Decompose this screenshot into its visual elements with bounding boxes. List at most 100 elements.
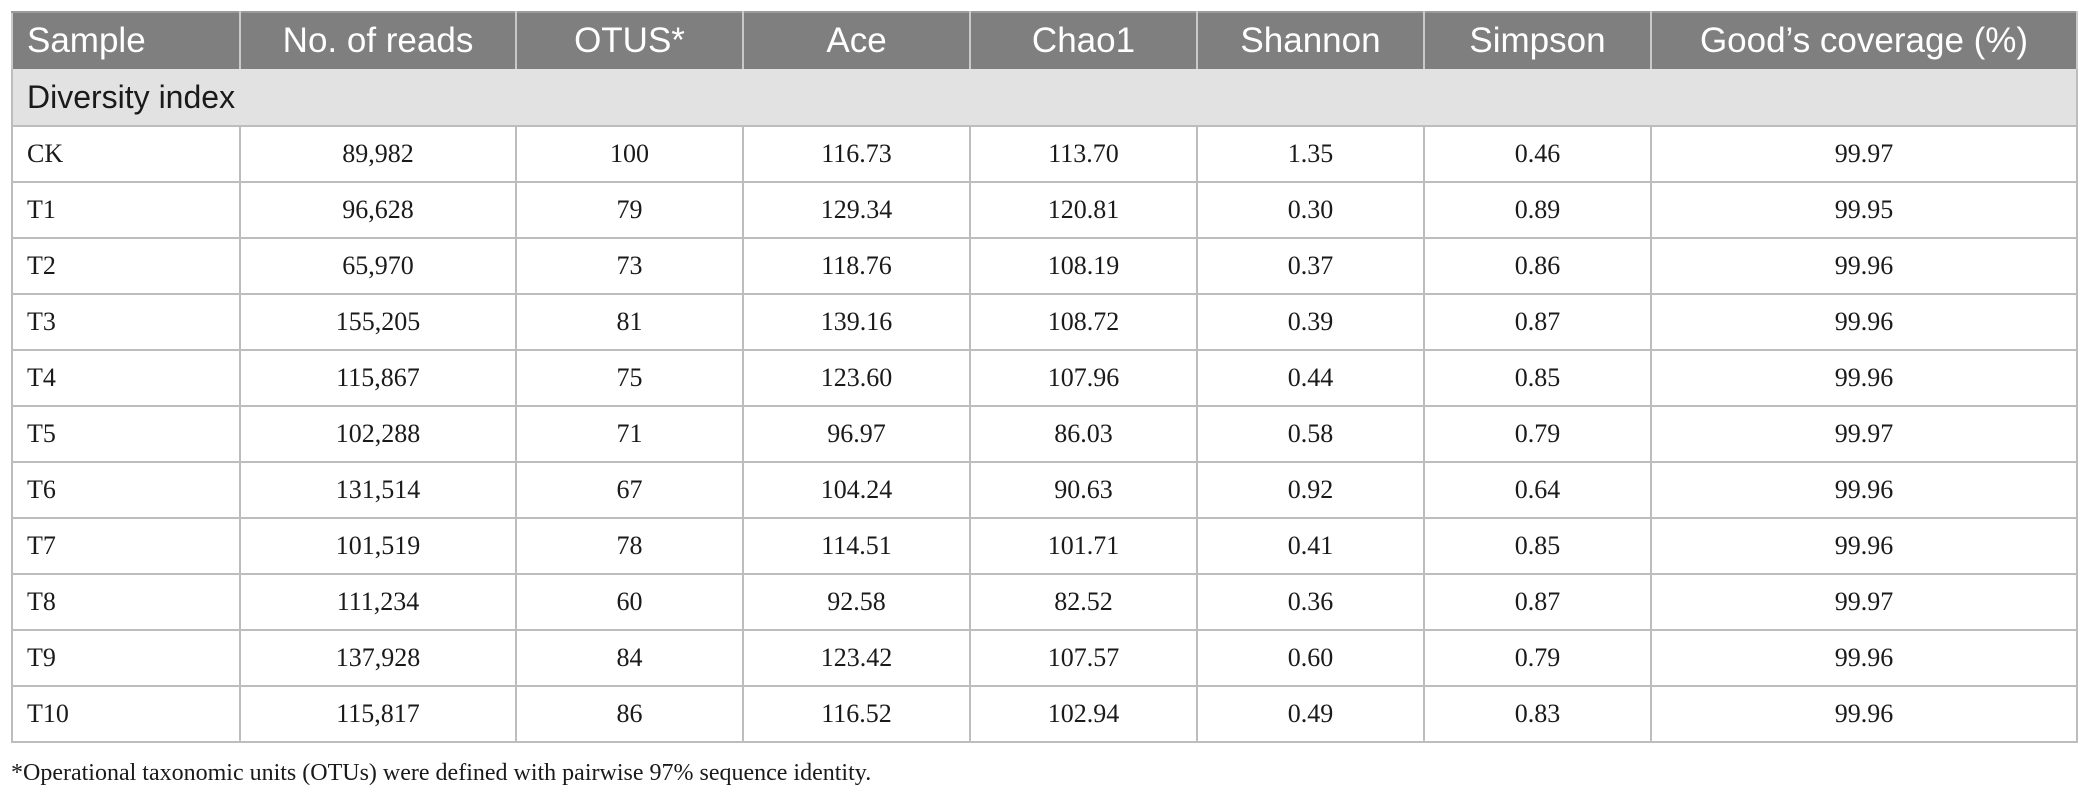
cell-sample: T10 xyxy=(11,685,241,743)
cell-sample: T4 xyxy=(11,349,241,407)
cell-simpson: 0.89 xyxy=(1423,181,1652,239)
cell-chao1: 101.71 xyxy=(969,517,1198,575)
cell-otus: 73 xyxy=(515,237,744,295)
header-sample: Sample xyxy=(11,11,241,69)
header-no-of-reads: No. of reads xyxy=(239,11,517,69)
diversity-table-container: Sample No. of reads OTUS* Ace Chao1 Shan… xyxy=(11,11,2078,743)
cell-ace: 118.76 xyxy=(742,237,971,295)
cell-shannon: 0.36 xyxy=(1196,573,1425,631)
cell-chao1: 90.63 xyxy=(969,461,1198,519)
cell-ace: 92.58 xyxy=(742,573,971,631)
table-row: CK 89,982 100 116.73 113.70 1.35 0.46 99.97 xyxy=(11,125,2078,183)
cell-chao1: 107.57 xyxy=(969,629,1198,687)
cell-simpson: 0.79 xyxy=(1423,629,1652,687)
cell-chao1: 86.03 xyxy=(969,405,1198,463)
cell-sample: T3 xyxy=(11,293,241,351)
cell-sample: T9 xyxy=(11,629,241,687)
cell-chao1: 102.94 xyxy=(969,685,1198,743)
cell-no-of-reads: 115,817 xyxy=(239,685,517,743)
table-row: T2 65,970 73 118.76 108.19 0.37 0.86 99.96 xyxy=(11,237,2078,295)
cell-simpson: 0.86 xyxy=(1423,237,1652,295)
cell-simpson: 0.85 xyxy=(1423,349,1652,407)
diversity-table: Sample No. of reads OTUS* Ace Chao1 Shan… xyxy=(11,11,2078,743)
cell-no-of-reads: 111,234 xyxy=(239,573,517,631)
cell-simpson: 0.79 xyxy=(1423,405,1652,463)
table-row: T9 137,928 84 123.42 107.57 0.60 0.79 99.96 xyxy=(11,629,2078,687)
cell-goods-coverage: 99.96 xyxy=(1650,629,2078,687)
cell-sample: T7 xyxy=(11,517,241,575)
cell-ace: 96.97 xyxy=(742,405,971,463)
cell-otus: 84 xyxy=(515,629,744,687)
cell-goods-coverage: 99.97 xyxy=(1650,405,2078,463)
cell-no-of-reads: 115,867 xyxy=(239,349,517,407)
cell-ace: 123.60 xyxy=(742,349,971,407)
cell-ace: 123.42 xyxy=(742,629,971,687)
table-row: T10 115,817 86 116.52 102.94 0.49 0.83 99.96 xyxy=(11,685,2078,743)
section-row-diversity-index: Diversity index xyxy=(11,69,2078,126)
cell-chao1: 120.81 xyxy=(969,181,1198,239)
cell-simpson: 0.83 xyxy=(1423,685,1652,743)
cell-no-of-reads: 155,205 xyxy=(239,293,517,351)
header-shannon: Shannon xyxy=(1196,11,1425,69)
cell-goods-coverage: 99.96 xyxy=(1650,293,2078,351)
header-ace: Ace xyxy=(742,11,971,69)
cell-otus: 71 xyxy=(515,405,744,463)
header-otus: OTUS* xyxy=(515,11,744,69)
cell-sample: T1 xyxy=(11,181,241,239)
cell-ace: 116.73 xyxy=(742,125,971,183)
cell-chao1: 107.96 xyxy=(969,349,1198,407)
cell-no-of-reads: 65,970 xyxy=(239,237,517,295)
cell-otus: 79 xyxy=(515,181,744,239)
cell-goods-coverage: 99.95 xyxy=(1650,181,2078,239)
cell-otus: 60 xyxy=(515,573,744,631)
cell-simpson: 0.46 xyxy=(1423,125,1652,183)
cell-goods-coverage: 99.96 xyxy=(1650,517,2078,575)
cell-otus: 67 xyxy=(515,461,744,519)
cell-no-of-reads: 101,519 xyxy=(239,517,517,575)
table-row: T5 102,288 71 96.97 86.03 0.58 0.79 99.97 xyxy=(11,405,2078,463)
cell-chao1: 113.70 xyxy=(969,125,1198,183)
cell-no-of-reads: 89,982 xyxy=(239,125,517,183)
table-row: T1 96,628 79 129.34 120.81 0.30 0.89 99.95 xyxy=(11,181,2078,239)
table-row: T8 111,234 60 92.58 82.52 0.36 0.87 99.97 xyxy=(11,573,2078,631)
cell-simpson: 0.87 xyxy=(1423,293,1652,351)
cell-otus: 81 xyxy=(515,293,744,351)
cell-chao1: 108.19 xyxy=(969,237,1198,295)
cell-shannon: 0.92 xyxy=(1196,461,1425,519)
cell-goods-coverage: 99.96 xyxy=(1650,685,2078,743)
cell-shannon: 0.30 xyxy=(1196,181,1425,239)
table-row: T3 155,205 81 139.16 108.72 0.39 0.87 99.96 xyxy=(11,293,2078,351)
cell-ace: 104.24 xyxy=(742,461,971,519)
cell-simpson: 0.64 xyxy=(1423,461,1652,519)
table-footnote: *Operational taxonomic units (OTUs) were… xyxy=(11,760,872,786)
cell-goods-coverage: 99.96 xyxy=(1650,461,2078,519)
cell-ace: 114.51 xyxy=(742,517,971,575)
cell-sample: T2 xyxy=(11,237,241,295)
cell-goods-coverage: 99.97 xyxy=(1650,125,2078,183)
section-label: Diversity index xyxy=(11,69,2078,126)
header-row: Sample No. of reads OTUS* Ace Chao1 Shan… xyxy=(11,11,2078,69)
header-simpson: Simpson xyxy=(1423,11,1652,69)
cell-ace: 139.16 xyxy=(742,293,971,351)
cell-shannon: 0.58 xyxy=(1196,405,1425,463)
cell-sample: T8 xyxy=(11,573,241,631)
cell-shannon: 0.60 xyxy=(1196,629,1425,687)
header-chao1: Chao1 xyxy=(969,11,1198,69)
cell-otus: 78 xyxy=(515,517,744,575)
cell-sample: T5 xyxy=(11,405,241,463)
cell-otus: 75 xyxy=(515,349,744,407)
cell-shannon: 0.44 xyxy=(1196,349,1425,407)
cell-goods-coverage: 99.97 xyxy=(1650,573,2078,631)
cell-shannon: 0.49 xyxy=(1196,685,1425,743)
cell-no-of-reads: 102,288 xyxy=(239,405,517,463)
cell-shannon: 0.41 xyxy=(1196,517,1425,575)
cell-ace: 116.52 xyxy=(742,685,971,743)
cell-no-of-reads: 137,928 xyxy=(239,629,517,687)
header-goods-coverage: Good’s coverage (%) xyxy=(1650,11,2078,69)
cell-chao1: 82.52 xyxy=(969,573,1198,631)
cell-no-of-reads: 131,514 xyxy=(239,461,517,519)
cell-sample: CK xyxy=(11,125,241,183)
table-row: T6 131,514 67 104.24 90.63 0.92 0.64 99.96 xyxy=(11,461,2078,519)
cell-no-of-reads: 96,628 xyxy=(239,181,517,239)
table-row: T4 115,867 75 123.60 107.96 0.44 0.85 99.96 xyxy=(11,349,2078,407)
